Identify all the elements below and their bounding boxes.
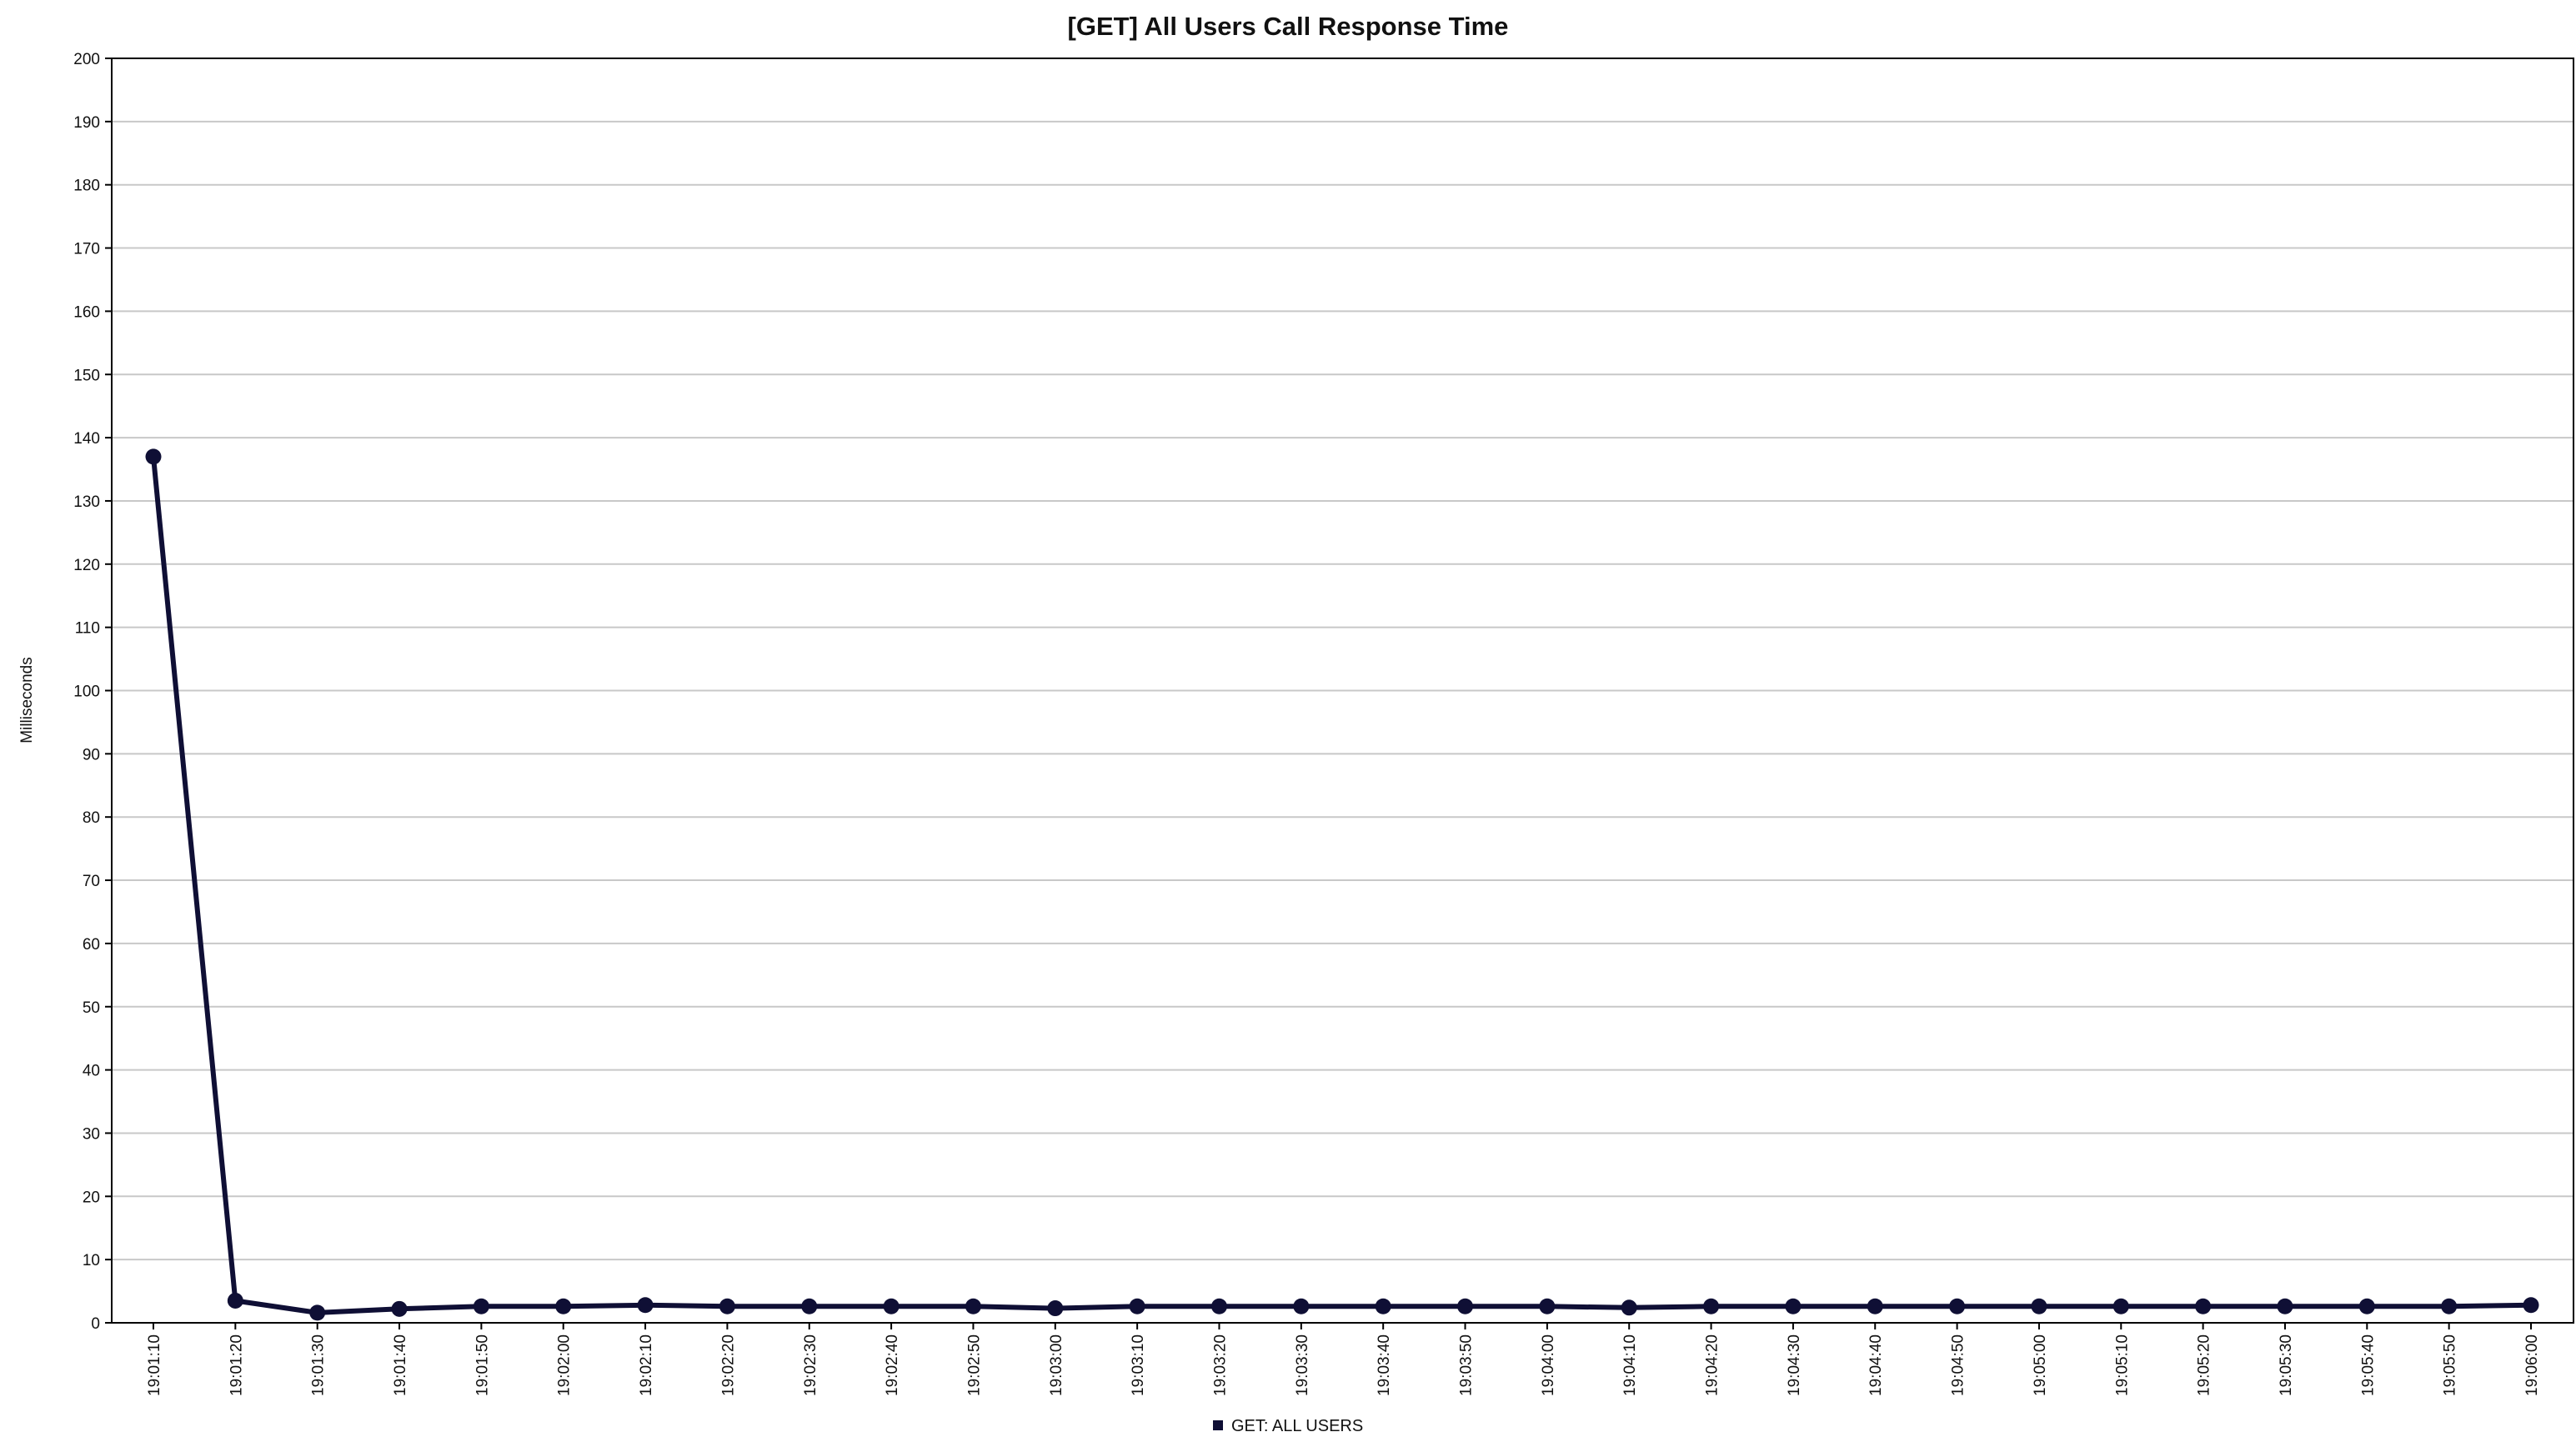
x-tick-label: 19:02:30 (802, 1334, 819, 1396)
x-tick-label: 19:03:30 (1294, 1334, 1311, 1396)
data-point (309, 1304, 326, 1321)
data-point (2031, 1298, 2047, 1314)
legend-swatch (1213, 1420, 1223, 1430)
data-point (2441, 1298, 2458, 1314)
data-point (1293, 1298, 1310, 1314)
x-tick-label: 19:05:00 (2032, 1334, 2049, 1396)
data-point (1457, 1298, 1474, 1314)
y-tick-label: 150 (73, 367, 100, 384)
y-tick-label: 90 (83, 746, 100, 764)
y-tick-label: 110 (75, 620, 100, 638)
x-tick-label: 19:03:50 (1458, 1334, 1476, 1396)
x-tick-label: 19:02:20 (719, 1334, 737, 1396)
data-point (1785, 1298, 1802, 1314)
x-tick-label: 19:03:40 (1376, 1334, 1393, 1396)
y-tick-label: 140 (73, 430, 100, 448)
data-point (883, 1298, 900, 1314)
x-tick-label: 19:02:50 (965, 1334, 983, 1396)
data-point (1375, 1298, 1391, 1314)
data-point (2523, 1297, 2539, 1314)
x-tick-label: 19:04:10 (1621, 1334, 1639, 1396)
x-tick-label: 19:03:00 (1048, 1334, 1065, 1396)
y-tick-label: 170 (73, 241, 100, 258)
x-tick-label: 19:04:40 (1867, 1334, 1885, 1396)
x-tick-label: 19:05:40 (2359, 1334, 2377, 1396)
legend-label: GET: ALL USERS (1231, 1417, 1363, 1435)
data-point (1129, 1298, 1145, 1314)
data-point (391, 1300, 408, 1317)
y-tick-label: 160 (73, 303, 100, 321)
data-point (2112, 1298, 2129, 1314)
data-point (719, 1298, 735, 1314)
x-tick-label: 19:03:10 (1130, 1334, 1147, 1396)
x-tick-label: 19:05:50 (2442, 1334, 2459, 1396)
y-tick-label: 60 (83, 936, 100, 954)
data-point (1621, 1299, 1637, 1316)
data-point (965, 1298, 981, 1314)
y-tick-label: 0 (91, 1315, 100, 1333)
data-point (1703, 1298, 1720, 1314)
y-tick-label: 30 (83, 1125, 100, 1143)
y-tick-label: 190 (73, 114, 100, 132)
data-point (473, 1298, 489, 1314)
data-point (801, 1298, 818, 1314)
data-point (2277, 1298, 2293, 1314)
x-tick-label: 19:01:10 (146, 1334, 163, 1396)
legend: GET: ALL USERS (1213, 1417, 1363, 1435)
data-point (1047, 1300, 1064, 1317)
x-tick-label: 19:04:30 (1786, 1334, 1803, 1396)
y-tick-label: 50 (83, 999, 100, 1017)
y-tick-label: 120 (73, 557, 100, 574)
x-tick-label: 19:05:10 (2113, 1334, 2131, 1396)
x-tick-label: 19:01:20 (228, 1334, 245, 1396)
data-point (1867, 1298, 1883, 1314)
gridlines (112, 120, 2573, 1261)
y-tick-label: 70 (83, 873, 100, 890)
data-point (1539, 1298, 1556, 1314)
x-tick-label: 19:06:00 (2523, 1334, 2541, 1396)
y-tick-label: 20 (83, 1189, 100, 1206)
x-tick-label: 19:04:00 (1540, 1334, 1557, 1396)
x-tick-label: 19:02:40 (884, 1334, 901, 1396)
y-axis-ticks: 0 10 20 30 40 50 60 70 80 90 100 110 120 130 140 150 160… (73, 51, 112, 1333)
data-point (145, 448, 162, 465)
chart-title: [GET] All Users Call Response Time (1068, 12, 1509, 41)
y-tick-label: 180 (73, 178, 100, 195)
data-point (1949, 1298, 1966, 1314)
data-point (555, 1298, 572, 1314)
y-axis-label: Milliseconds (18, 657, 36, 743)
series-layer (145, 448, 2539, 1321)
y-tick-label: 100 (73, 683, 100, 701)
y-tick-label: 40 (83, 1063, 100, 1080)
x-tick-label: 19:04:20 (1704, 1334, 1722, 1396)
y-tick-label: 200 (73, 51, 100, 68)
x-axis-ticks: 19:01:10 19:01:20 19:01:30 19:01:40 19:01:50… (146, 1323, 2541, 1396)
data-point (2358, 1298, 2375, 1314)
data-point (1210, 1298, 1227, 1314)
x-tick-label: 19:01:50 (474, 1334, 491, 1396)
x-tick-label: 19:03:20 (1211, 1334, 1229, 1396)
x-tick-label: 19:02:00 (556, 1334, 574, 1396)
y-tick-label: 10 (83, 1252, 100, 1269)
data-point (637, 1297, 654, 1314)
x-tick-label: 19:05:30 (2278, 1334, 2295, 1396)
x-tick-label: 19:02:10 (638, 1334, 655, 1396)
data-point (2195, 1298, 2212, 1314)
y-tick-label: 130 (73, 493, 100, 511)
plot-frame (111, 58, 2574, 1324)
x-tick-label: 19:01:30 (310, 1334, 328, 1396)
y-tick-label: 80 (83, 809, 100, 827)
data-point (227, 1292, 243, 1309)
x-tick-label: 19:01:40 (392, 1334, 409, 1396)
x-tick-label: 19:04:50 (1950, 1334, 1967, 1396)
x-tick-label: 19:05:20 (2196, 1334, 2213, 1396)
series-line (151, 456, 2532, 1315)
